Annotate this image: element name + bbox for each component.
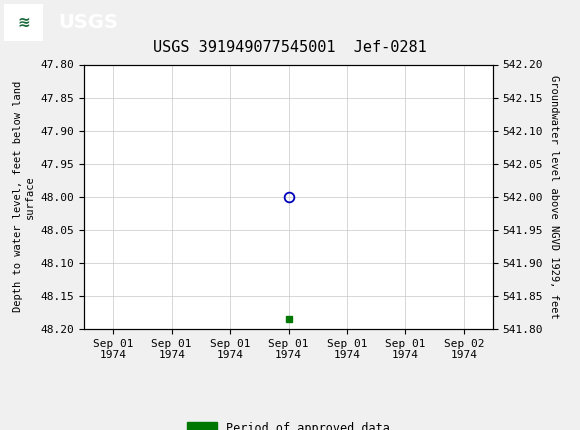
Y-axis label: Groundwater level above NGVD 1929, feet: Groundwater level above NGVD 1929, feet: [549, 75, 559, 319]
Text: USGS 391949077545001  Jef-0281: USGS 391949077545001 Jef-0281: [153, 40, 427, 55]
Legend: Period of approved data: Period of approved data: [183, 417, 394, 430]
Y-axis label: Depth to water level, feet below land
surface: Depth to water level, feet below land su…: [13, 81, 35, 312]
Text: ≋: ≋: [17, 15, 30, 30]
FancyBboxPatch shape: [5, 6, 42, 40]
Text: USGS: USGS: [58, 13, 118, 32]
